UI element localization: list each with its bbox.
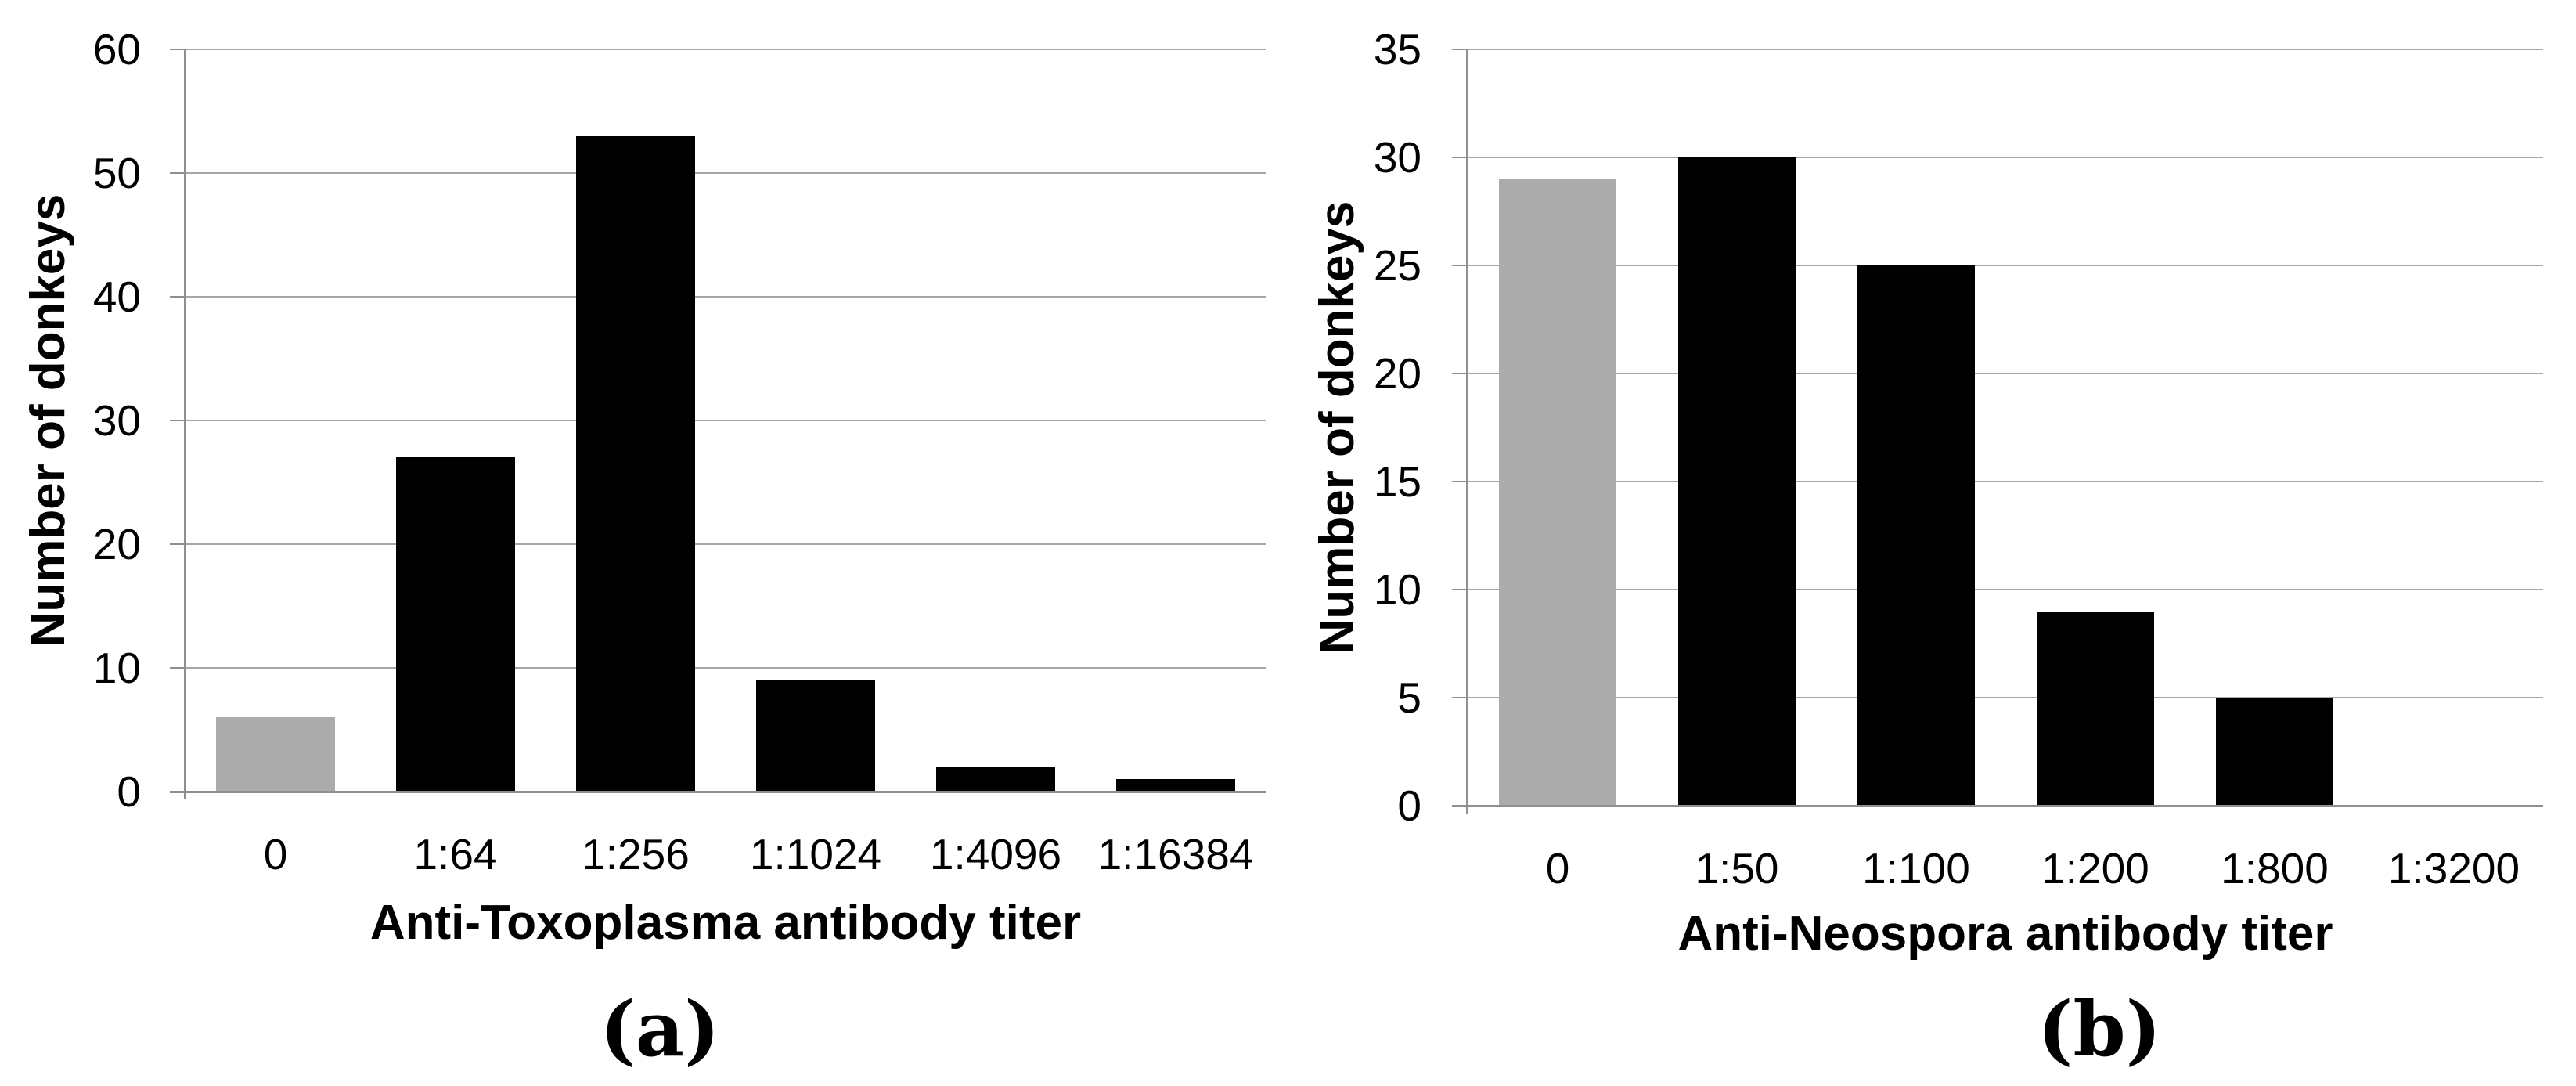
x-tick-label-b-1-3200: 1:3200 [2387,844,2520,893]
bar-b-1-800 [2216,698,2333,806]
gridline-b-10 [1468,589,2543,590]
y-tick-mark-b-20 [1452,373,1468,374]
x-tick-label-a-1-16384: 1:16384 [1097,830,1254,879]
y-tick-mark-a-30 [170,420,186,421]
gridline-b-20 [1468,373,2543,374]
gridline-a-30 [186,420,1266,421]
x-tick-label-b-1-50: 1:50 [1695,844,1779,893]
gridline-a-40 [186,296,1266,298]
y-tick-label-a-30: 30 [92,396,141,445]
bar-a-1-256 [576,136,695,792]
y-tick-label-a-10: 10 [92,644,141,692]
y-tick-label-b-20: 20 [1373,349,1421,398]
y-tick-mark-a-50 [170,172,186,174]
y-axis-line-a [184,49,186,799]
y-tick-mark-b-10 [1452,589,1468,590]
x-tick-label-a-1-1024: 1:1024 [749,830,882,879]
x-tick-label-a-0: 0 [263,830,288,879]
x-tick-label-b-1-800: 1:800 [2221,844,2329,893]
x-axis-line-b [1452,805,2543,807]
bar-b-1-50 [1678,157,1796,806]
y-tick-mark-a-60 [170,49,186,50]
y-tick-mark-b-25 [1452,265,1468,266]
x-axis-line-a [170,791,1266,793]
bar-a-1-64 [396,457,515,792]
y-tick-mark-a-40 [170,296,186,298]
y-tick-label-b-35: 35 [1373,25,1421,74]
gridline-b-5 [1468,697,2543,698]
bar-a-1-16384 [1116,779,1235,792]
x-tick-label-b-0: 0 [1545,844,1570,893]
y-tick-label-b-15: 15 [1373,457,1421,506]
gridline-b-25 [1468,265,2543,266]
x-axis-title-panel-b: Anti-Neospora antibody titer [1677,907,2333,961]
bar-a-0 [216,717,335,792]
y-tick-label-a-60: 60 [92,25,141,74]
gridline-b-30 [1468,157,2543,158]
gridline-b-15 [1468,481,2543,482]
gridline-a-50 [186,172,1266,174]
y-axis-line-b [1466,49,1468,814]
x-tick-label-b-1-200: 1:200 [2041,844,2149,893]
y-tick-label-a-0: 0 [117,767,141,816]
x-tick-label-b-1-100: 1:100 [1862,844,1970,893]
bar-a-1-1024 [756,680,875,792]
x-tick-label-a-1-4096: 1:4096 [929,830,1062,879]
y-tick-label-a-40: 40 [92,272,141,321]
y-tick-mark-a-10 [170,667,186,669]
panel-letter-b: (b) [2037,985,2161,1073]
y-tick-label-a-20: 20 [92,520,141,568]
x-tick-label-a-1-256: 1:256 [582,830,690,879]
bar-b-1-200 [2037,612,2154,806]
gridline-a-60 [186,49,1266,50]
y-tick-label-a-50: 50 [92,149,141,197]
y-tick-mark-b-15 [1452,481,1468,482]
y-tick-mark-b-5 [1452,697,1468,698]
bar-b-1-100 [1857,265,1975,806]
x-tick-label-a-1-64: 1:64 [413,830,498,879]
y-tick-label-b-0: 0 [1397,781,1421,830]
y-tick-label-b-10: 10 [1373,565,1421,614]
y-tick-mark-b-30 [1452,157,1468,158]
y-tick-mark-a-20 [170,543,186,545]
bar-a-1-4096 [936,767,1055,792]
gridline-a-10 [186,667,1266,669]
y-tick-label-b-25: 25 [1373,241,1421,290]
y-tick-label-b-5: 5 [1397,673,1421,722]
y-tick-label-b-30: 30 [1373,133,1421,182]
gridline-a-20 [186,543,1266,545]
bar-b-0 [1499,179,1616,806]
y-tick-mark-b-35 [1452,49,1468,50]
x-axis-title-panel-a: Anti-Toxoplasma antibody titer [369,896,1082,950]
gridline-b-35 [1468,49,2543,50]
panel-letter-a: (a) [600,985,720,1073]
